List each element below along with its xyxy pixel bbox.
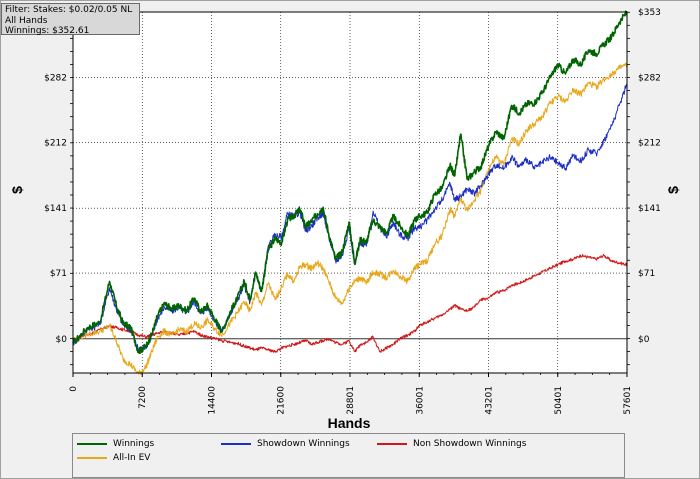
y-tick-label-right: $0 bbox=[638, 335, 650, 345]
y-tick-label-right: $212 bbox=[638, 139, 661, 149]
x-tick-label: 14400 bbox=[207, 386, 217, 415]
filter-stakes-text: Filter: Stakes: $0.02/0.05 NL bbox=[5, 5, 133, 15]
axes: 0 7200 14400 21600 28801 36001 43201 50401 57601… bbox=[44, 8, 661, 415]
filter-winnings-text: Winnings: $352.61 bbox=[5, 26, 90, 36]
grid bbox=[73, 12, 627, 373]
y-axis-title-left: $ bbox=[9, 186, 25, 194]
plot-border bbox=[72, 11, 628, 374]
legend-label-non-showdown-winnings: Non Showdown Winnings bbox=[413, 439, 527, 449]
x-tick-label: 0 bbox=[69, 386, 79, 392]
x-tick-label: 21600 bbox=[277, 386, 287, 415]
legend-swatch-winnings bbox=[77, 443, 107, 445]
x-tick-label: 57601 bbox=[623, 386, 633, 415]
x-axis-title: Hands bbox=[328, 415, 371, 431]
legend-item-all-in-ev: All-In EV bbox=[77, 452, 150, 464]
legend-swatch-non-showdown-winnings bbox=[377, 443, 407, 445]
legend-swatch-all-in-ev bbox=[77, 457, 107, 459]
y-tick-label-left: $141 bbox=[44, 204, 67, 214]
x-tick-label: 7200 bbox=[138, 386, 148, 409]
legend-item-non-showdown-winnings: Non Showdown Winnings bbox=[377, 438, 526, 450]
y-axis-title-right: $ bbox=[665, 186, 681, 194]
y-tick-label-left: $282 bbox=[44, 74, 67, 84]
y-tick-label-left: $71 bbox=[50, 269, 67, 279]
x-tick-label: 50401 bbox=[554, 386, 564, 415]
legend-label-showdown-winnings: Showdown Winnings bbox=[257, 439, 350, 449]
non-showdown-winnings-line bbox=[72, 253, 628, 353]
legend: Winnings Showdown Winnings Non Showdown … bbox=[72, 433, 625, 478]
filter-hands-text: All Hands bbox=[5, 15, 48, 26]
legend-item-winnings: Winnings bbox=[77, 438, 154, 450]
series-lines bbox=[72, 10, 628, 375]
legend-label-all-in-ev: All-In EV bbox=[113, 453, 151, 463]
y-tick-label-left: $0 bbox=[56, 335, 68, 345]
y-tick-label-left: $212 bbox=[44, 139, 67, 149]
y-tick-label-right: $282 bbox=[638, 74, 661, 84]
filter-info-box: Filter: Stakes: $0.02/0.05 NL All Hands … bbox=[1, 3, 140, 36]
x-tick-label: 28801 bbox=[346, 386, 356, 415]
legend-item-showdown-winnings: Showdown Winnings bbox=[221, 438, 350, 450]
y-tick-label-right: $353 bbox=[638, 8, 661, 18]
winnings-line bbox=[72, 10, 628, 355]
all-in-ev-line bbox=[72, 62, 628, 375]
y-tick-label-right: $141 bbox=[638, 204, 661, 214]
legend-label-winnings: Winnings bbox=[113, 439, 155, 449]
x-tick-label: 36001 bbox=[415, 386, 425, 415]
legend-swatch-showdown-winnings bbox=[221, 443, 251, 445]
y-tick-label-right: $71 bbox=[638, 269, 655, 279]
x-tick-label: 43201 bbox=[485, 386, 495, 415]
